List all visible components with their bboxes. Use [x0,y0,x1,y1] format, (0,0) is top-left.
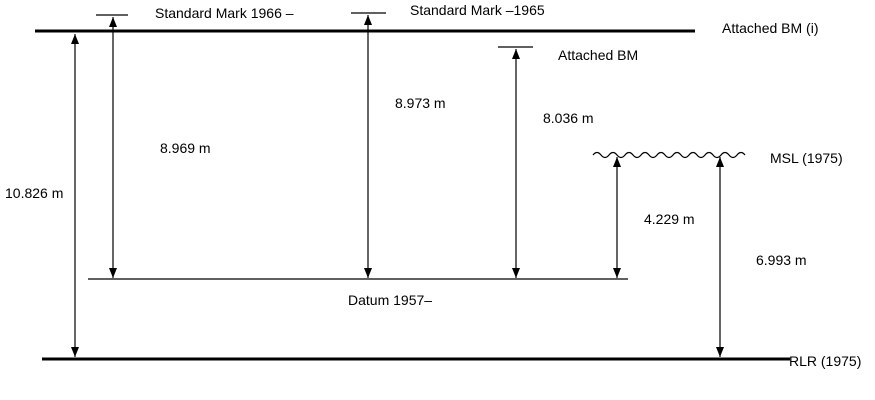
attached-bm-label: Attached BM [558,47,638,63]
standard-mark-1965-label: Standard Mark –1965 [410,2,545,18]
rlr-to-attached-bm-i-value: 10.826 m [5,185,63,201]
datum-1957-label: Datum 1957– [348,292,432,308]
datum-to-msl-value: 4.229 m [644,211,695,227]
rlr-1975-label: RLR (1975) [789,353,861,369]
standard-mark-1966-label: Standard Mark 1966 – [155,5,294,21]
msl-1975-wavy-line [592,151,746,159]
datum-to-attached-bm-value: 8.036 m [543,110,594,126]
msl-1975-label: MSL (1975) [770,150,843,166]
attached-bm-i-label: Attached BM (i) [722,20,818,36]
datum-to-standard-mark-1966-value: 8.969 m [160,140,211,156]
datum-to-standard-mark-1965-value: 8.973 m [395,95,446,111]
rlr-to-msl-value: 6.993 m [756,252,807,268]
